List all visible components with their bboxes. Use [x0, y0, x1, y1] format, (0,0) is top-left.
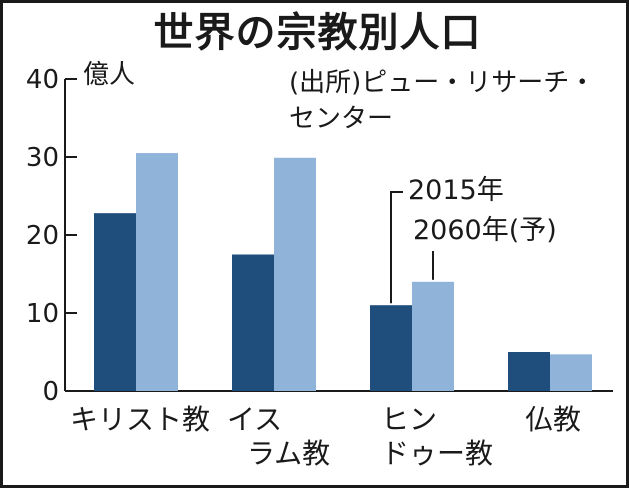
source-line-1: (出所)ピュー・リサーチ・ — [289, 68, 596, 98]
y-tick-label-20: 20 — [26, 221, 59, 251]
legend-leader-2015 — [390, 191, 403, 304]
y-tick-label-30: 30 — [26, 143, 59, 173]
bar-s0-c1 — [232, 254, 274, 391]
category-label-buddhism: 仏教 — [524, 403, 581, 436]
y-tick-label-0: 0 — [42, 377, 59, 407]
bar-s1-c0 — [136, 153, 178, 391]
source-line-2: センター — [289, 104, 394, 134]
y-unit-label: 億人 — [83, 60, 136, 90]
y-tick-label-10: 10 — [26, 299, 59, 329]
legend-2015: 2015年 — [408, 175, 504, 206]
chart-title: 世界の宗教別人口 — [153, 10, 482, 56]
legend-2060: 2060年(予) — [413, 215, 557, 246]
category-label-islam: イス ラム教 — [227, 403, 331, 470]
source-note: (出所)ピュー・リサーチ・ センター — [289, 65, 595, 137]
bar-s1-c1 — [274, 157, 316, 391]
bar-s0-c3 — [508, 352, 550, 391]
bar-s1-c2 — [412, 281, 454, 391]
bar-s0-c2 — [370, 305, 412, 391]
category-label-hinduism: ヒン ドゥー教 — [381, 403, 494, 470]
bar-s1-c3 — [550, 354, 592, 391]
bar-s0-c0 — [94, 213, 136, 391]
plot-area: 0 10 20 30 40 — [26, 65, 613, 407]
y-tick-label-40: 40 — [26, 65, 59, 95]
category-label-christianity: キリスト教 — [69, 403, 210, 436]
